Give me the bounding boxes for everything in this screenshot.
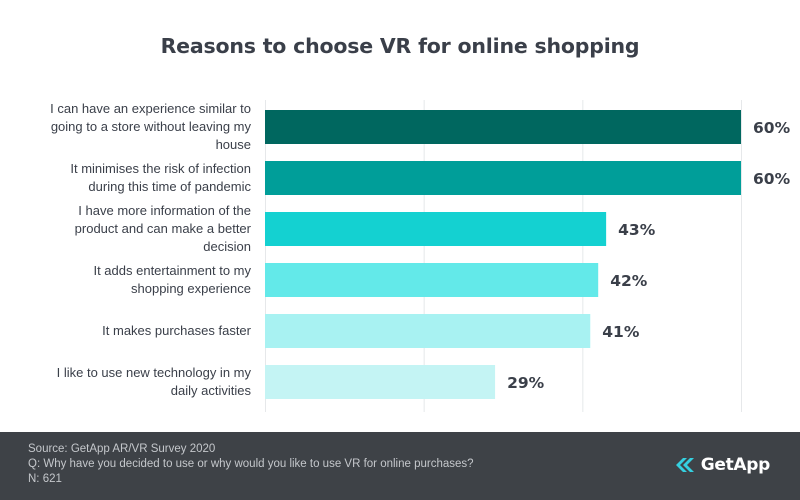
data-label: 29% (507, 374, 545, 392)
data-label: 42% (610, 272, 648, 290)
category-label: I can have an experience similar to going… (50, 101, 251, 152)
bar-chart: 60% I can have an experience similar to go… (50, 100, 791, 412)
category-label: I like to use new technology in my daily … (57, 365, 252, 398)
category-label: It makes purchases faster (102, 323, 252, 338)
data-label: 60% (753, 119, 791, 137)
sample-size-note: N: 621 (28, 473, 62, 485)
data-label: 60% (753, 170, 791, 188)
question-note: Q: Why have you decided to use or why wo… (28, 458, 474, 470)
getapp-logo-icon (675, 458, 694, 472)
bar (265, 365, 496, 399)
footer-notes: Source: GetApp AR/VR Survey 2020 Q: Why … (28, 442, 474, 487)
source-note: Source: GetApp AR/VR Survey 2020 (28, 443, 216, 455)
getapp-logo: GetApp (674, 454, 770, 476)
data-label: 41% (602, 323, 640, 341)
category-label: I have more information of the product an… (75, 203, 252, 254)
bar (265, 263, 599, 297)
chart-title: Reasons to choose VR for online shopping (160, 34, 640, 58)
category-label: It adds entertainment to my shopping expe… (93, 263, 251, 296)
footer-bar: Source: GetApp AR/VR Survey 2020 Q: Why … (0, 432, 800, 500)
data-label: 43% (618, 221, 656, 239)
category-label: It minimises the risk of infection during… (70, 161, 251, 194)
bar (265, 314, 591, 348)
bar (265, 161, 741, 195)
bar (265, 212, 607, 246)
bar (265, 110, 741, 144)
getapp-logo-text: GetApp (700, 455, 771, 475)
